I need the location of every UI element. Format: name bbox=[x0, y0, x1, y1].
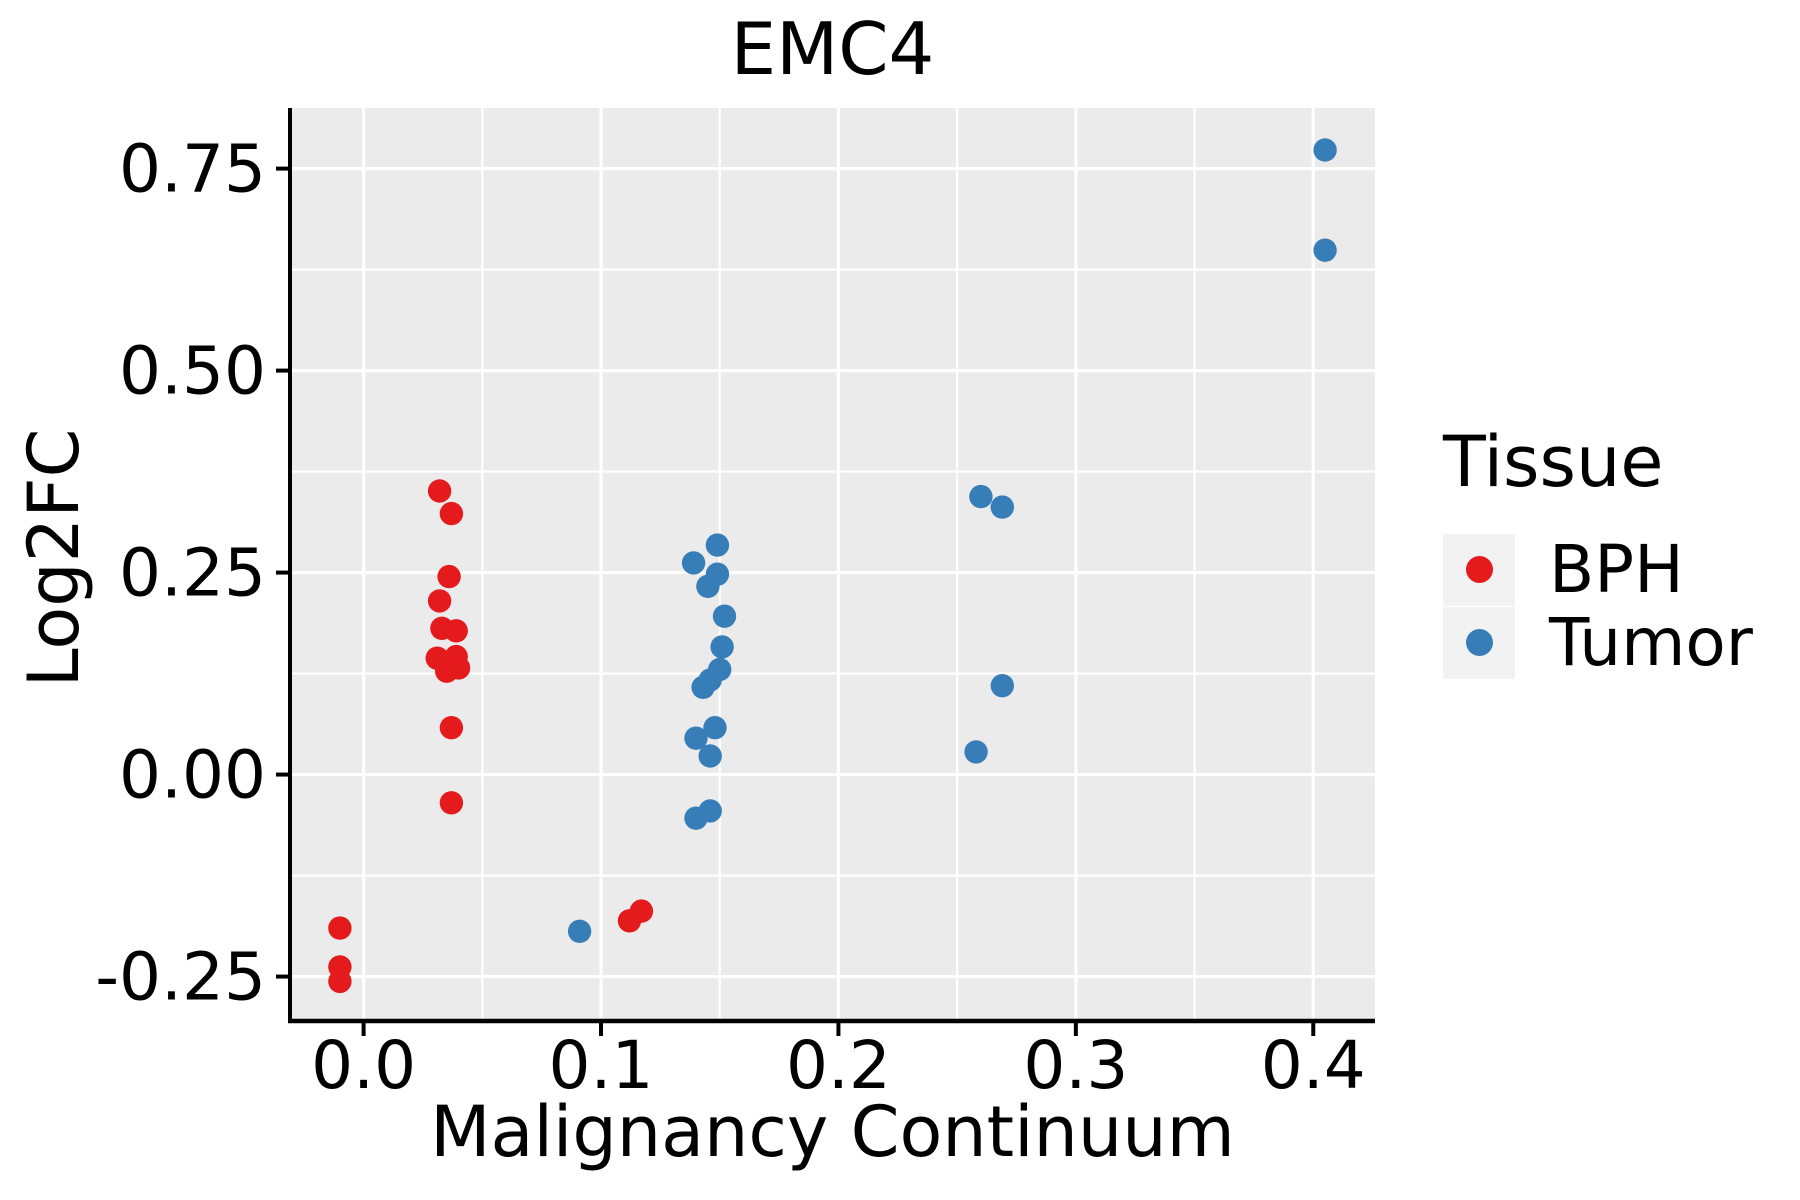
legend: Tissue BPH Tumor bbox=[1443, 424, 1753, 679]
y-tick-label: -0.25 bbox=[95, 939, 266, 1016]
plot-title: EMC4 bbox=[730, 7, 935, 91]
legend-label-tumor: Tumor bbox=[1549, 603, 1753, 681]
data-point-bph bbox=[435, 659, 459, 683]
data-point-bph bbox=[439, 501, 464, 526]
legend-dot-bph-icon bbox=[1465, 556, 1493, 583]
data-point-bph bbox=[444, 619, 468, 643]
legend-key-tumor bbox=[1443, 606, 1515, 679]
data-point-tumor bbox=[705, 533, 730, 557]
data-point-tumor bbox=[691, 675, 715, 699]
data-point-tumor bbox=[684, 726, 708, 750]
plot-panel bbox=[290, 108, 1375, 1021]
data-point-tumor bbox=[990, 674, 1014, 698]
legend-item-bph: BPH bbox=[1443, 533, 1753, 606]
data-point-bph bbox=[439, 791, 464, 815]
data-point-bph bbox=[328, 916, 352, 940]
data-point-bph bbox=[439, 716, 464, 740]
data-point-tumor bbox=[990, 495, 1014, 519]
legend-label-bph: BPH bbox=[1549, 530, 1684, 608]
data-point-bph bbox=[437, 564, 461, 589]
x-tick-label: 0.3 bbox=[1023, 1027, 1128, 1104]
data-point-bph bbox=[629, 899, 654, 923]
data-point-bph bbox=[427, 589, 452, 613]
x-axis-label: Malignancy Continuum bbox=[430, 1091, 1235, 1173]
x-tick-label: 0.0 bbox=[311, 1027, 416, 1104]
y-tick-label: 0.50 bbox=[119, 333, 266, 410]
x-tick-label: 0.1 bbox=[549, 1027, 654, 1104]
y-tick-label: 0.25 bbox=[119, 535, 266, 612]
legend-item-tumor: Tumor bbox=[1443, 606, 1753, 679]
y-tick-label: 0.75 bbox=[119, 131, 266, 208]
x-tick-label: 0.2 bbox=[786, 1027, 891, 1104]
data-point-tumor bbox=[710, 635, 734, 659]
legend-key-bph bbox=[1443, 533, 1515, 606]
data-point-tumor bbox=[567, 919, 592, 943]
data-point-tumor bbox=[703, 716, 727, 740]
y-tick-label: 0.00 bbox=[119, 737, 266, 814]
data-point-tumor bbox=[684, 806, 708, 830]
data-point-tumor bbox=[712, 604, 737, 628]
data-point-bph bbox=[328, 969, 352, 994]
data-point-tumor bbox=[1313, 138, 1337, 162]
data-point-tumor bbox=[696, 574, 720, 598]
legend-dot-tumor-icon bbox=[1465, 629, 1493, 656]
data-point-tumor bbox=[698, 744, 722, 768]
data-point-tumor bbox=[969, 484, 993, 509]
legend-items: BPH Tumor bbox=[1443, 533, 1753, 679]
data-point-bph bbox=[427, 479, 452, 503]
data-point-tumor bbox=[964, 740, 988, 764]
data-point-tumor bbox=[1313, 238, 1337, 262]
data-point-tumor bbox=[681, 551, 706, 575]
y-axis-label: Log2FC bbox=[13, 428, 95, 688]
x-tick-label: 0.4 bbox=[1261, 1027, 1366, 1104]
legend-title: Tissue bbox=[1443, 421, 1664, 503]
